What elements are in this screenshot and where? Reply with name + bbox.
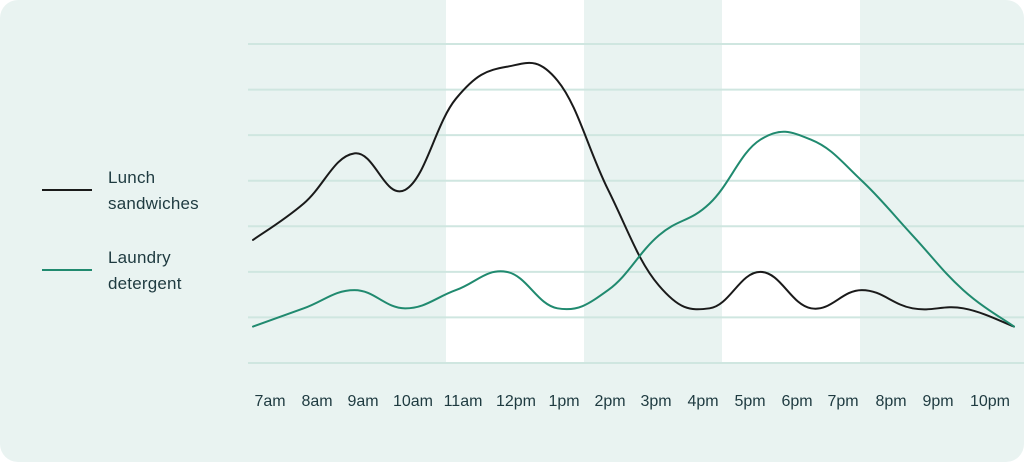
x-tick-label: 5pm [734, 393, 765, 410]
legend-label-line1: Lunch [108, 168, 156, 187]
x-tick-label: 2pm [594, 393, 625, 410]
x-tick-label: 9am [347, 393, 378, 410]
legend-swatch-lunch [42, 189, 92, 191]
legend-swatch-laundry [42, 269, 92, 271]
x-tick-label: 10am [393, 393, 433, 410]
series-line-laundry-detergent [252, 130, 1015, 328]
legend-item-laundry-detergent: Laundry detergent [42, 245, 228, 297]
chart-legend: Lunch sandwiches Laundry detergent [0, 0, 240, 462]
x-tick-label: 1pm [548, 393, 579, 410]
legend-item-lunch-sandwiches: Lunch sandwiches [42, 165, 228, 217]
series-lines [252, 61, 1015, 328]
x-tick-label: 7am [254, 393, 285, 410]
x-tick-label: 8pm [875, 393, 906, 410]
x-tick-label: 3pm [640, 393, 671, 410]
legend-label-laundry: Laundry detergent [108, 245, 228, 297]
x-tick-label: 6pm [781, 393, 812, 410]
series-line-lunch-sandwiches [252, 61, 1015, 328]
gridlines [248, 43, 1024, 364]
x-tick-label: 12pm [496, 393, 536, 410]
legend-label-line2: detergent [108, 274, 182, 293]
x-tick-label: 9pm [922, 393, 953, 410]
x-tick-label: 10pm [970, 393, 1010, 410]
x-tick-label: 8am [301, 393, 332, 410]
legend-label-line2: sandwiches [108, 194, 199, 213]
legend-label-line1: Laundry [108, 248, 171, 267]
x-tick-label: 7pm [827, 393, 858, 410]
legend-label-lunch: Lunch sandwiches [108, 165, 228, 217]
x-tick-label: 11am [444, 393, 483, 410]
x-tick-label: 4pm [687, 393, 718, 410]
x-axis-labels: 7am 8am 9am 10am 11am 12pm 1pm 2pm 3pm 4pm 5pm 6pm 7… [254, 393, 1010, 410]
